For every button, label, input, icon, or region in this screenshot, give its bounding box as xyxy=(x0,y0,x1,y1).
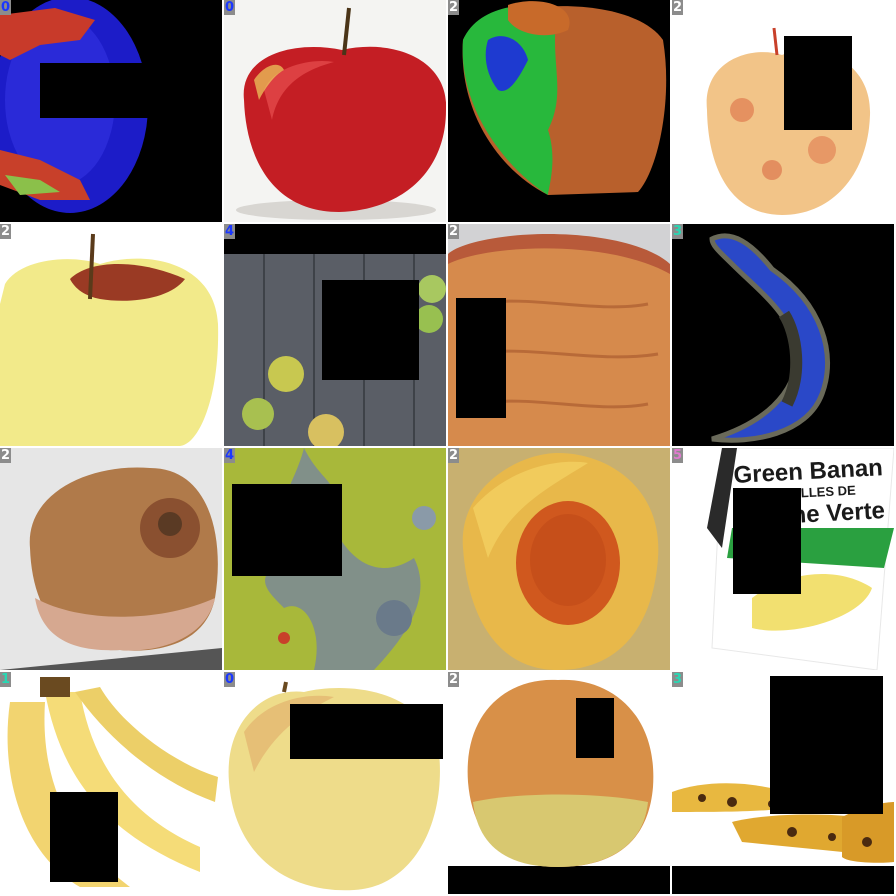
tile-7: 2 xyxy=(448,224,670,446)
rotten-apple-image xyxy=(448,448,670,670)
class-label: 0 xyxy=(224,672,236,687)
tile-9: 2 xyxy=(0,448,222,670)
tile-2: 0 xyxy=(224,0,446,222)
tile-5: 2 xyxy=(0,224,222,446)
yellow-apple-image xyxy=(0,224,222,446)
class-label: 2 xyxy=(448,448,460,463)
class-label: 2 xyxy=(448,224,460,239)
class-label: 2 xyxy=(448,672,460,687)
apple-falsecolor-image xyxy=(448,0,670,222)
red-yellow-apple-image xyxy=(448,672,670,894)
class-label: 0 xyxy=(224,0,236,15)
banana-falsecolor-image xyxy=(672,224,894,446)
tile-14: 0 xyxy=(224,672,446,894)
occlusion-box xyxy=(40,63,150,118)
occlusion-box xyxy=(770,676,883,814)
class-label: 2 xyxy=(0,224,12,239)
occlusion-box xyxy=(232,484,342,576)
class-label: 0 xyxy=(0,0,12,15)
tile-11: 2 xyxy=(448,448,670,670)
occlusion-box xyxy=(784,36,852,130)
class-label: 4 xyxy=(224,448,236,463)
class-label: 2 xyxy=(672,0,684,15)
tile-6: 4 xyxy=(224,224,446,446)
red-apple-image xyxy=(224,0,446,222)
class-label: 3 xyxy=(672,224,684,239)
class-label: 3 xyxy=(672,672,684,687)
occlusion-box xyxy=(576,698,614,758)
class-label: 1 xyxy=(0,672,12,687)
class-label: 2 xyxy=(448,0,460,15)
occlusion-box xyxy=(456,298,506,418)
occlusion-box xyxy=(322,280,419,380)
tile-13: 1 xyxy=(0,672,222,894)
occlusion-box xyxy=(290,704,443,759)
tile-8: 3 xyxy=(672,224,894,446)
class-label: 2 xyxy=(0,448,12,463)
tile-4: 2 xyxy=(672,0,894,222)
tile-10: 4 xyxy=(224,448,446,670)
class-label: 4 xyxy=(224,224,236,239)
spotted-apple-image xyxy=(672,0,894,222)
package-text-line-3: ne Verte xyxy=(791,497,886,529)
tile-15: 2 xyxy=(448,672,670,894)
tile-3: 2 xyxy=(448,0,670,222)
tile-1: 0 xyxy=(0,0,222,222)
tile-16: 3 xyxy=(672,672,894,894)
occlusion-box xyxy=(50,792,118,882)
class-label: 5 xyxy=(672,448,684,463)
tile-12: Green Banan BOUSTILLES DE ne Verte 5 xyxy=(672,448,894,670)
bruised-apple-image xyxy=(0,448,222,670)
occlusion-box xyxy=(733,488,801,594)
